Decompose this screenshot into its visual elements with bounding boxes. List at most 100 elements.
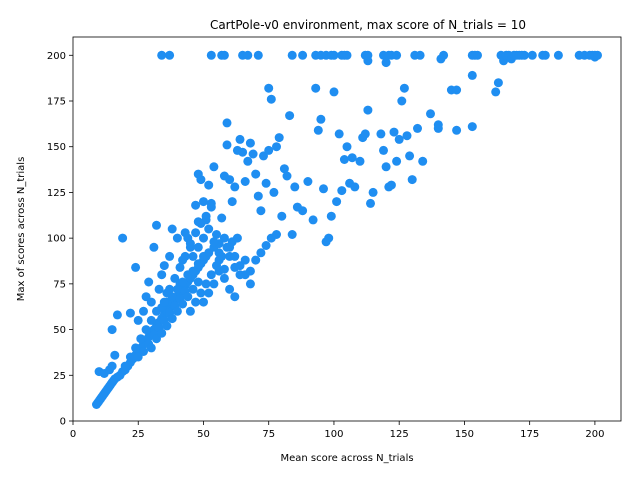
data-point	[196, 288, 206, 298]
x-tick-label: 150	[455, 429, 474, 440]
data-point	[154, 284, 164, 294]
data-point	[157, 50, 167, 60]
data-point	[225, 251, 235, 261]
data-point	[131, 343, 141, 353]
data-point	[201, 279, 211, 289]
data-point	[593, 50, 602, 60]
data-point	[175, 262, 185, 272]
data-point	[149, 242, 159, 252]
data-point	[243, 156, 253, 166]
data-point	[209, 279, 219, 289]
data-point	[355, 156, 365, 166]
data-point	[204, 180, 214, 190]
x-tick-label: 25	[132, 429, 145, 440]
data-point	[279, 164, 289, 174]
x-tick-label: 100	[324, 429, 343, 440]
data-point	[256, 206, 266, 216]
data-point	[261, 241, 271, 250]
data-point	[157, 328, 167, 338]
data-point	[120, 361, 130, 371]
data-point	[366, 198, 375, 208]
y-tick-label: 150	[47, 142, 66, 153]
data-point	[165, 50, 175, 60]
x-tick-label: 50	[197, 429, 210, 440]
data-point	[196, 175, 206, 185]
data-point	[253, 191, 263, 201]
data-point	[240, 255, 250, 265]
data-point	[191, 228, 201, 238]
data-point	[350, 182, 360, 192]
data-point	[188, 266, 198, 276]
data-point	[540, 50, 550, 60]
data-point	[342, 142, 352, 152]
data-point	[214, 255, 224, 265]
data-point	[230, 292, 240, 302]
data-point	[167, 224, 177, 234]
data-point	[139, 347, 148, 356]
data-point	[191, 297, 201, 307]
data-point	[141, 325, 151, 335]
y-tick-label: 175	[47, 97, 66, 108]
data-point	[199, 233, 208, 243]
data-point	[266, 94, 276, 104]
data-point	[146, 297, 156, 307]
data-point	[227, 197, 237, 207]
x-tick-label: 125	[390, 429, 409, 440]
data-point	[162, 321, 172, 331]
data-point	[172, 306, 182, 316]
data-point	[426, 109, 435, 119]
y-tick-label: 200	[47, 51, 66, 62]
data-point	[157, 270, 167, 280]
data-point	[394, 134, 404, 144]
data-point	[452, 125, 462, 135]
data-point	[339, 155, 349, 164]
data-point	[217, 213, 227, 223]
data-point	[230, 182, 240, 192]
data-point	[298, 50, 308, 60]
data-point	[204, 288, 214, 298]
data-point	[493, 78, 503, 88]
x-tick-label: 75	[262, 429, 275, 440]
data-point	[188, 251, 198, 261]
data-point	[185, 306, 195, 316]
data-point	[199, 297, 208, 307]
data-point	[225, 284, 235, 294]
data-point	[324, 233, 334, 243]
data-point	[303, 177, 313, 186]
data-point	[379, 145, 388, 155]
data-point	[389, 127, 399, 137]
data-point	[232, 233, 242, 243]
data-point	[397, 96, 407, 106]
y-axis: 0 25 50 75 100 125 150 175 200	[47, 51, 73, 428]
data-point	[152, 220, 161, 230]
data-point	[415, 50, 425, 60]
data-point	[193, 259, 203, 269]
data-point	[316, 114, 326, 124]
data-point	[282, 171, 292, 181]
data-point	[245, 279, 255, 289]
data-point	[363, 105, 373, 115]
data-point	[287, 230, 297, 239]
data-point	[193, 242, 203, 252]
data-point	[308, 215, 318, 225]
y-tick-label: 75	[53, 279, 66, 290]
data-point	[360, 129, 370, 139]
data-point	[178, 277, 188, 287]
data-point	[298, 206, 308, 216]
data-point	[290, 182, 300, 192]
x-axis: 0 25 50 75 100 125 150 175 200	[70, 421, 604, 440]
data-point	[110, 350, 120, 360]
data-point	[191, 200, 201, 210]
data-point	[319, 184, 328, 194]
data-point	[334, 129, 344, 139]
data-point	[467, 122, 477, 132]
data-point	[491, 87, 501, 97]
data-point	[392, 156, 402, 166]
data-point	[251, 255, 261, 265]
data-point	[167, 314, 177, 324]
data-point	[139, 306, 148, 316]
data-point	[329, 50, 339, 60]
data-point	[519, 50, 529, 60]
data-point	[180, 251, 190, 261]
